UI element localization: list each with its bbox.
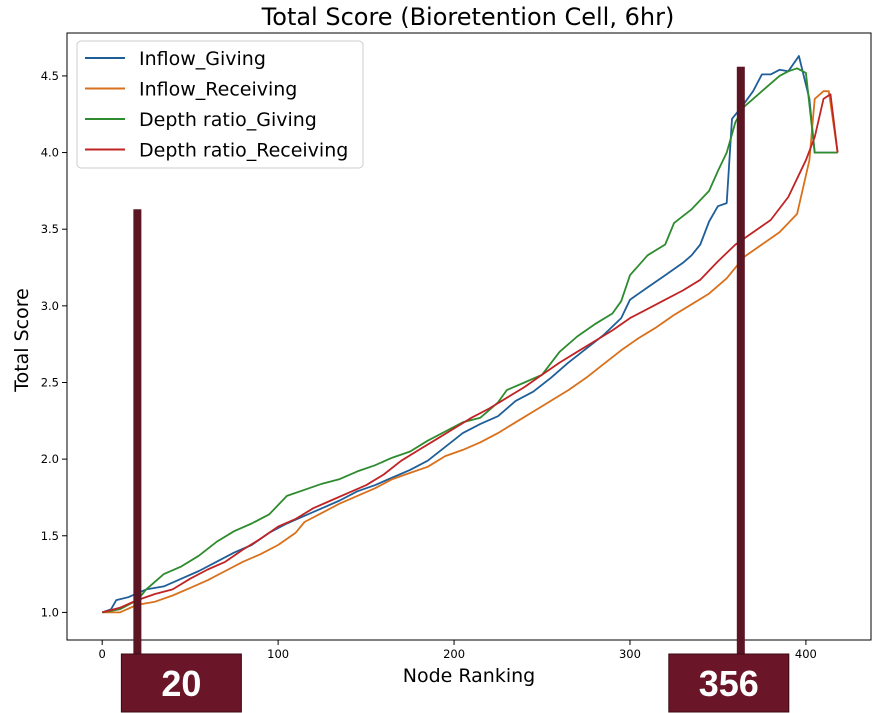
series-line-0 [101,55,838,614]
y-tick-label: 3.0 [41,299,59,313]
y-tick-label: 2.0 [41,452,59,466]
y-tick-label: 4.0 [41,146,59,160]
legend-label-0: Inflow_Giving [139,48,266,70]
legend-label-1: Inflow_Receiving [139,79,297,101]
rank-marker-label-0: 20 [161,663,201,704]
rank-marker-box-0 [120,653,242,713]
y-tick-label: 1.5 [41,529,59,543]
y-tick-label: 1.0 [41,605,59,619]
y-tick-label: 3.5 [41,222,59,236]
legend-label-2: Depth ratio_Giving [139,109,317,131]
legend-label-3: Depth ratio_Receiving [139,140,348,162]
x-tick-label: 400 [795,647,817,661]
series-line-2 [102,67,838,614]
x-tick-label: 0 [99,647,106,661]
legend-box [76,40,364,169]
legend: Inflow_Giving Inflow_Receiving Depth ratio… [76,40,364,169]
rank-marker-box-1 [668,653,790,713]
x-tick-label: 200 [443,647,465,661]
rank-marker-bar-0 [133,209,142,654]
x-tick-label: 300 [619,647,641,661]
x-axis-label: Node Ranking [403,665,535,687]
rank-markers: 20 356 [120,66,790,713]
y-axis-label: Total Score [11,288,33,393]
series-line-1 [102,90,839,614]
series-line-3 [101,93,839,614]
y-tick-label: 2.5 [41,375,59,389]
y-tick-label: 4.5 [41,69,59,83]
plot-frame [66,32,872,641]
rank-marker-bar-1 [736,66,745,654]
rank-marker-label-1: 356 [699,663,759,704]
x-tick-label: 100 [267,647,289,661]
plot-area: 1.0 1.5 2.0 2.5 3.0 3.5 4.0 4.5 0 100 200 300 400 [41,32,872,661]
chart-title: Total Score (Bioretention Cell, 6hr) [261,3,675,31]
